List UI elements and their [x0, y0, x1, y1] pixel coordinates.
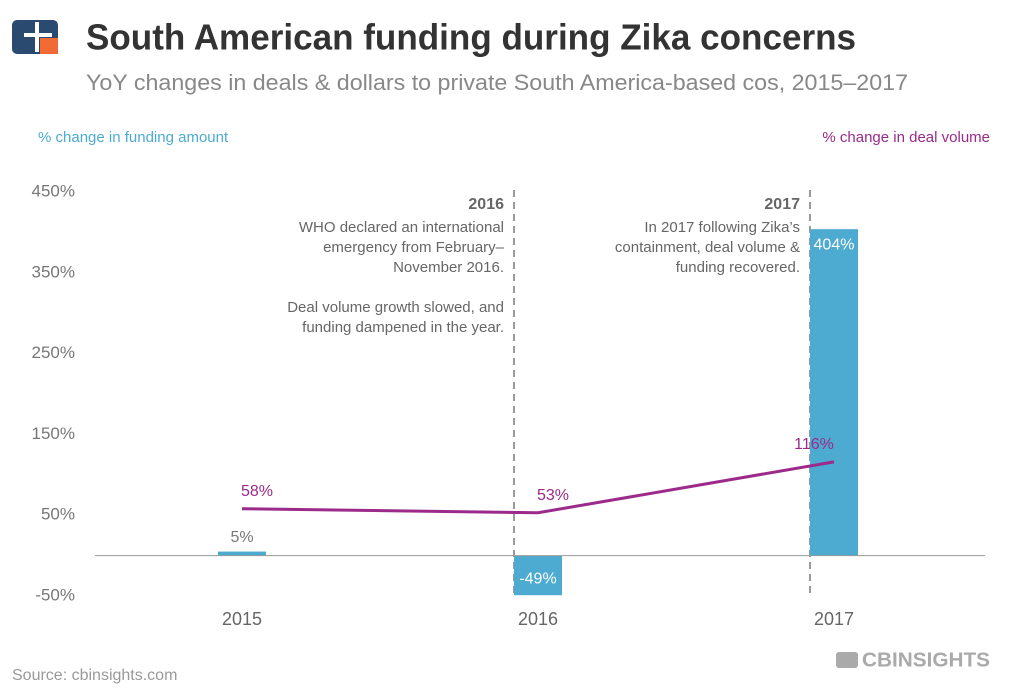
annotation-text: emergency from February– — [323, 239, 505, 256]
logo-icon — [12, 20, 58, 54]
chart-title: South American funding during Zika conce… — [86, 17, 856, 58]
y-tick-label: 350% — [32, 262, 75, 281]
line-value-label: 58% — [241, 483, 273, 500]
bar — [218, 551, 266, 556]
x-tick-label: 2017 — [814, 609, 854, 629]
bar-value-label: 5% — [230, 529, 253, 546]
line — [241, 460, 835, 515]
annotation-text: funding dampened in the year. — [302, 319, 504, 336]
annotation-text: Deal volume growth slowed, and — [287, 299, 504, 316]
line-value-label: 53% — [537, 487, 569, 504]
footer-logo-icon — [836, 652, 858, 668]
annotation-title: 2017 — [764, 196, 800, 213]
line-value-label: 116% — [794, 436, 834, 453]
y-tick-label: -50% — [35, 585, 75, 604]
x-tick-label: 2015 — [222, 609, 262, 629]
bar — [810, 229, 858, 556]
annotation-text: WHO declared an international — [299, 219, 504, 236]
annotation-text: containment, deal volume & — [615, 239, 800, 256]
annotation-text: November 2016. — [393, 259, 504, 276]
footer-logo: CBINSIGHTS — [862, 649, 990, 671]
left-axis-label: % change in funding amount — [38, 129, 229, 146]
source: Source: cbinsights.com — [12, 667, 177, 684]
y-tick-label: 50% — [41, 505, 75, 524]
annotation-title: 2016 — [468, 196, 504, 213]
y-tick-label: 250% — [32, 343, 75, 362]
y-tick-label: 450% — [32, 181, 75, 200]
right-axis-label: % change in deal volume — [822, 129, 990, 146]
bar-value-label: 404% — [814, 236, 855, 253]
chart-subtitle: YoY changes in deals & dollars to privat… — [86, 70, 908, 95]
y-tick-label: 150% — [32, 424, 75, 443]
bar-value-label: -49% — [519, 570, 556, 587]
annotation-text: In 2017 following Zika’s — [644, 219, 800, 236]
annotation-text: funding recovered. — [676, 259, 800, 276]
x-tick-label: 2016 — [518, 609, 558, 629]
bar — [514, 555, 562, 596]
